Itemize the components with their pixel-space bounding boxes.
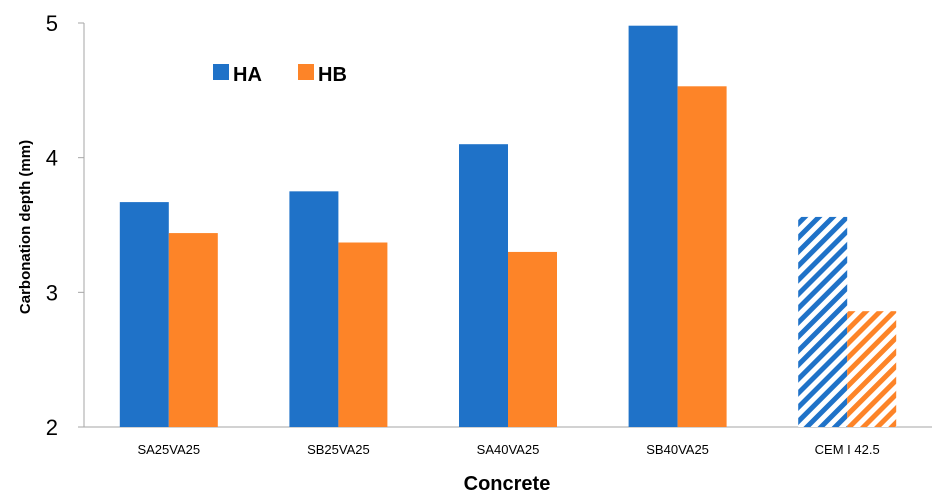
y-tick-label: 5: [46, 11, 58, 36]
x-tick-label: SB25VA25: [307, 442, 370, 457]
y-axis: 2 3 4 5: [46, 11, 85, 440]
x-tick-label: SB40VA25: [646, 442, 709, 457]
legend-label-ha: HA: [233, 64, 262, 86]
x-tick-label: SA40VA25: [477, 442, 540, 457]
legend-swatch-ha: [213, 64, 229, 80]
x-tick-label: CEM I 42.5: [815, 442, 880, 457]
bar-ha-sa25va25: [119, 202, 169, 427]
legend: HA HB: [213, 64, 347, 86]
bar-hb-cem-i-42-5: [847, 311, 897, 427]
x-tick-label: SA25VA25: [137, 442, 200, 457]
bar-hb-sa25va25: [168, 233, 218, 427]
y-tick-label: 4: [46, 146, 58, 171]
bar-ha-cem-i-42-5: [798, 216, 848, 427]
y-axis-title: Carbonation depth (mm): [17, 140, 34, 314]
bar-ha-sb25va25: [289, 191, 339, 427]
x-axis: SA25VA25 SB25VA25 SA40VA25 SB40VA25 CEM I 42…: [84, 426, 932, 457]
y-tick-label: 2: [46, 415, 58, 440]
bar-hb-sb25va25: [338, 242, 388, 427]
bar-hb-sb40va25: [677, 86, 727, 427]
bars: [119, 25, 897, 428]
legend-label-hb: HB: [318, 64, 347, 86]
bar-ha-sb40va25: [628, 25, 678, 428]
x-axis-title: Concrete: [464, 473, 551, 495]
bar-hb-sa40va25: [508, 251, 557, 427]
bar-ha-sa40va25: [459, 144, 508, 427]
y-tick-label: 3: [46, 280, 58, 305]
legend-swatch-hb: [298, 64, 314, 80]
